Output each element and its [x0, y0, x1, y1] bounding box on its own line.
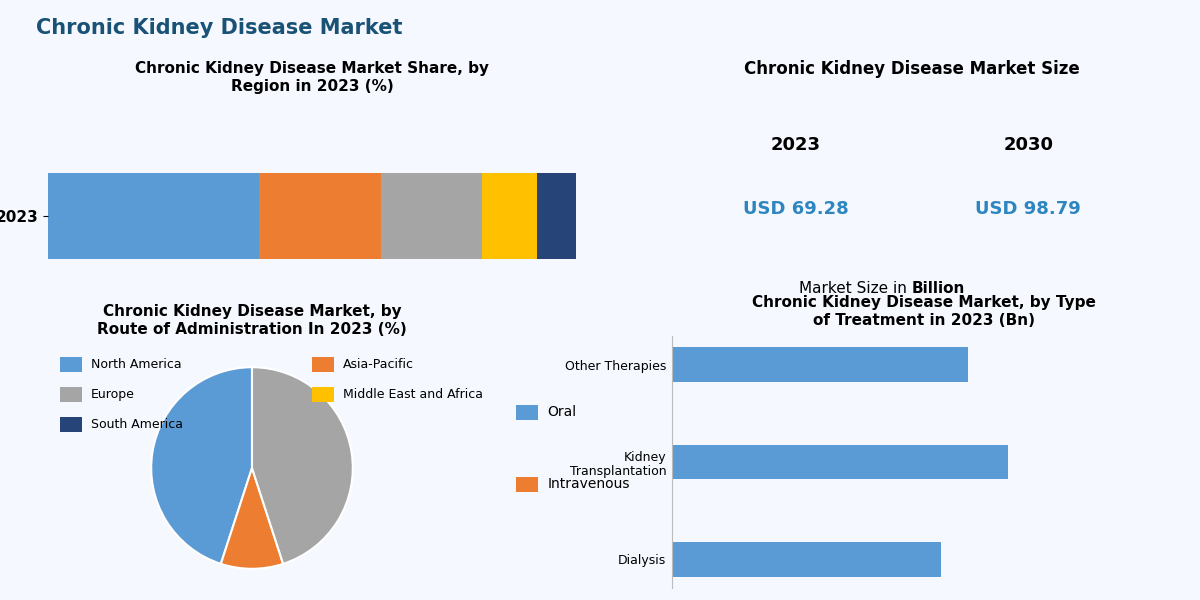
Bar [382, 173, 481, 259]
Title: Chronic Kidney Disease Market, by Type
of Treatment in 2023 (Bn): Chronic Kidney Disease Market, by Type o… [752, 295, 1096, 328]
Bar [672, 542, 941, 577]
Title: Chronic Kidney Disease Market Share, by
Region in 2023 (%): Chronic Kidney Disease Market Share, by … [134, 61, 490, 94]
Bar [481, 173, 538, 259]
Text: 2023: 2023 [770, 136, 821, 154]
Text: Oral: Oral [547, 406, 576, 419]
Text: USD 98.79: USD 98.79 [976, 200, 1081, 218]
Wedge shape [151, 367, 252, 564]
Text: Chronic Kidney Disease Market Size: Chronic Kidney Disease Market Size [744, 60, 1080, 78]
Title: Chronic Kidney Disease Market, by
Route of Administration In 2023 (%): Chronic Kidney Disease Market, by Route … [97, 304, 407, 337]
Wedge shape [221, 468, 283, 569]
Text: 2030: 2030 [1003, 136, 1054, 154]
Text: Chronic Kidney Disease Market: Chronic Kidney Disease Market [36, 18, 402, 38]
Bar [672, 347, 967, 382]
Text: South America: South America [91, 418, 184, 431]
Text: Billion: Billion [912, 281, 965, 296]
Bar [259, 173, 382, 259]
Text: Europe: Europe [91, 388, 136, 401]
Text: USD 69.28: USD 69.28 [743, 200, 848, 218]
Text: Middle East and Africa: Middle East and Africa [343, 388, 484, 401]
Bar [672, 445, 1008, 479]
Text: Asia-Pacific: Asia-Pacific [343, 358, 414, 371]
Text: Intravenous: Intravenous [547, 478, 630, 491]
Text: North America: North America [91, 358, 182, 371]
Wedge shape [252, 367, 353, 564]
Bar [48, 173, 259, 259]
Bar [538, 173, 576, 259]
Text: Market Size in: Market Size in [799, 281, 912, 296]
